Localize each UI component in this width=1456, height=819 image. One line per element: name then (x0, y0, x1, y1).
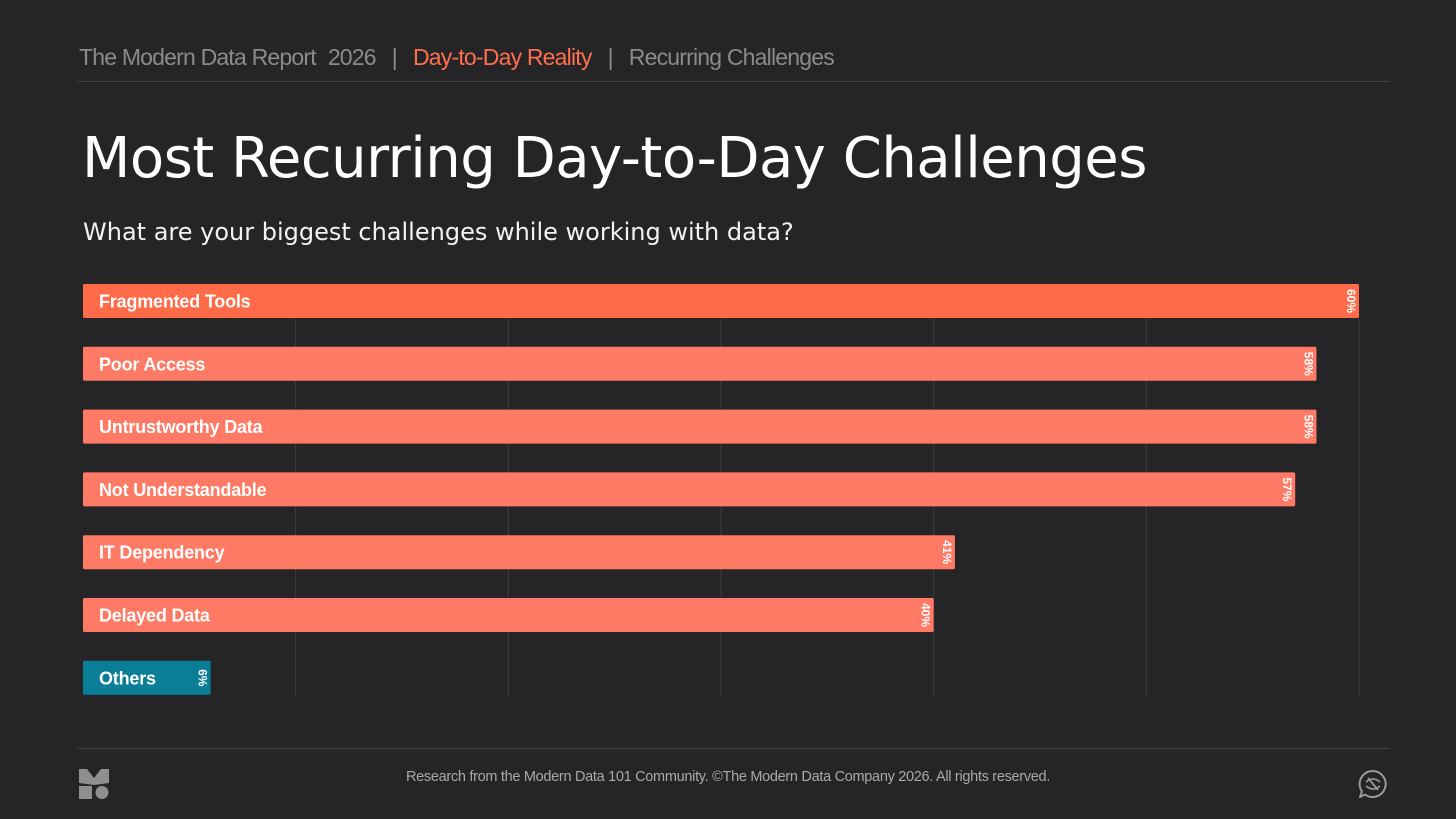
chart-bars: Fragmented Tools 60%Poor Access 58%Untrust… (83, 284, 1359, 695)
bar-group: Delayed Data 40% (83, 598, 934, 632)
footer-divider (78, 748, 1390, 749)
bar-label: Not Understandable (99, 480, 267, 500)
bar-value-label: 41% (940, 540, 954, 564)
bar-label: IT Dependency (99, 543, 225, 563)
breadcrumb-separator: | (607, 43, 614, 70)
bar-group: Untrustworthy Data 58% (83, 409, 1317, 444)
bar-value-label: 58% (1301, 352, 1315, 376)
bar (83, 284, 1359, 318)
bar (83, 535, 955, 570)
bar (83, 660, 211, 695)
breadcrumb-separator: | (391, 43, 398, 70)
chat-icon[interactable] (1357, 768, 1389, 800)
bar-label: Poor Access (99, 354, 205, 374)
bar-value-label: 58% (1301, 415, 1315, 439)
chart-subtitle: What are your biggest challenges while w… (83, 218, 794, 246)
page-title: Most Recurring Day-to-Day Challenges (82, 126, 1147, 191)
breadcrumb: The Modern Data Report 2026 | Day-to-Day… (79, 42, 835, 72)
bar (83, 472, 1296, 507)
bar (83, 409, 1317, 444)
bar-value-label: 6% (196, 669, 210, 687)
breadcrumb-section[interactable]: Day-to-Day Reality (412, 43, 592, 70)
header-divider (78, 81, 1390, 82)
footer-copyright: Research from the Modern Data 101 Commun… (405, 769, 1051, 785)
bar-group: Not Understandable 57% (83, 472, 1296, 507)
bar-group: Fragmented Tools 60% (83, 284, 1359, 318)
logo-icon (79, 769, 109, 799)
bar-value-label: 60% (1344, 289, 1358, 313)
bar-label: Delayed Data (99, 606, 211, 626)
bar-group: Poor Access 58% (83, 346, 1317, 381)
bar-value-label: 57% (1280, 477, 1294, 501)
bar-value-label: 40% (919, 603, 933, 627)
bar-label: Others (99, 668, 156, 688)
breadcrumb-report[interactable]: The Modern Data Report (79, 43, 317, 70)
breadcrumb-year: 2026 (327, 43, 377, 70)
breadcrumb-subsection[interactable]: Recurring Challenges (628, 43, 835, 70)
bar (83, 598, 934, 632)
bar-label: Fragmented Tools (99, 292, 251, 312)
bar (83, 346, 1317, 381)
chart-grid (295, 319, 1360, 696)
bar-label: Untrustworthy Data (99, 417, 264, 437)
bar-group: IT Dependency 41% (83, 535, 955, 570)
bar-group: Others 6% (83, 660, 211, 695)
